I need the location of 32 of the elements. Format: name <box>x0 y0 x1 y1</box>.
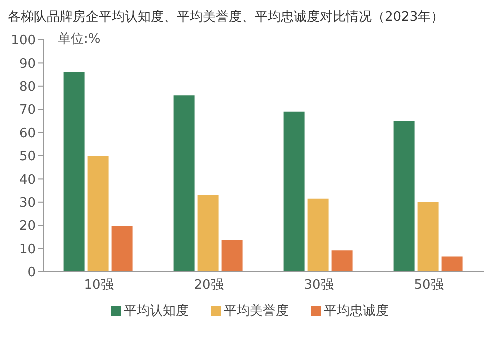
x-tick-label: 30强 <box>304 278 334 294</box>
y-tick-label: 50 <box>19 150 36 165</box>
y-tick-label: 30 <box>19 196 36 212</box>
bar <box>308 198 329 272</box>
bar <box>112 226 133 272</box>
bar <box>222 240 243 272</box>
x-tick-label: 50强 <box>414 278 444 294</box>
y-tick-label: 80 <box>19 80 36 96</box>
y-tick-label: 10 <box>19 242 36 258</box>
bar <box>284 112 305 272</box>
bar <box>88 156 109 272</box>
y-tick-label: 40 <box>19 172 36 188</box>
y-tick-label: 100 <box>11 34 36 49</box>
bar <box>442 256 463 272</box>
bar <box>64 72 85 272</box>
bar <box>174 96 195 272</box>
y-tick-label: 0 <box>28 266 36 281</box>
bar <box>332 250 353 272</box>
y-tick-label: 90 <box>19 56 36 72</box>
legend-label: 平均认知度 <box>123 303 189 320</box>
bar <box>418 202 439 272</box>
legend-label: 平均忠诚度 <box>323 303 389 320</box>
x-tick-label: 10强 <box>84 278 114 294</box>
bar <box>394 121 415 272</box>
bar <box>198 195 219 272</box>
y-tick-label: 20 <box>19 219 36 234</box>
legend-label: 平均美誉度 <box>223 303 289 320</box>
x-tick-label: 20强 <box>194 278 224 294</box>
annotation: 单位:% <box>58 31 101 48</box>
y-tick-label: 70 <box>19 103 36 118</box>
y-tick-label: 60 <box>19 126 36 142</box>
chart-title: 各梯队品牌房企平均认知度、平均美誉度、平均忠诚度对比情况（2023年） <box>8 9 446 26</box>
